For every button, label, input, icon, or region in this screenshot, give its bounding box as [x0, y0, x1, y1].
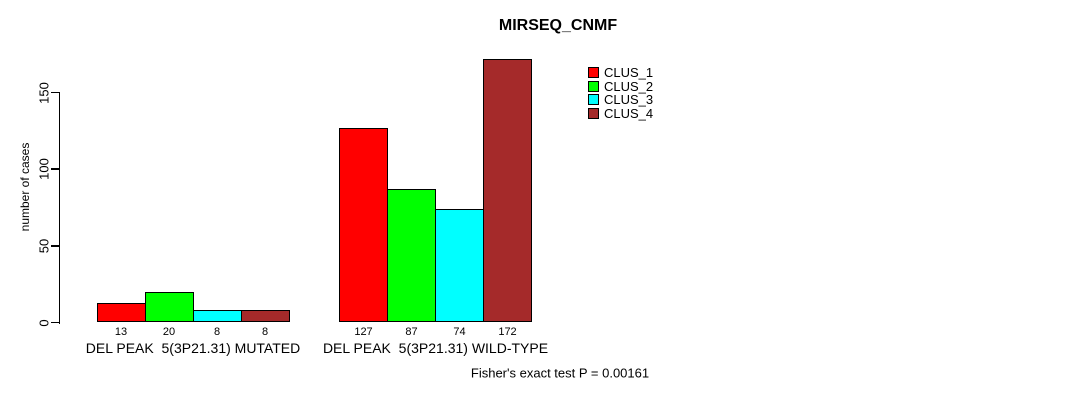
y-axis-line — [58, 92, 60, 324]
legend-item: CLUS_3 — [588, 93, 653, 107]
y-axis-tick-label: 150 — [36, 81, 52, 104]
bar-clus_4-group1 — [240, 310, 290, 323]
legend-item: CLUS_2 — [588, 80, 653, 94]
legend-label: CLUS_3 — [604, 92, 654, 108]
bar-value-label: 74 — [453, 325, 466, 338]
bar-clus_1-group1 — [96, 302, 146, 323]
category-label: DEL PEAK 5(3P21.31) WILD-TYPE — [322, 340, 549, 356]
bar-value-label: 127 — [354, 325, 373, 338]
bar-value-label: 8 — [213, 325, 221, 338]
legend-swatch — [588, 80, 599, 92]
bar-value-label: 87 — [405, 325, 418, 338]
y-axis-tick — [50, 321, 60, 324]
bar-clus_2-group1 — [144, 291, 194, 323]
legend-swatch — [588, 94, 599, 106]
legend-label: CLUS_1 — [604, 65, 654, 81]
bar-clus_2-group2 — [387, 189, 436, 323]
y-axis-tick — [50, 245, 60, 247]
bar-clus_4-group2 — [483, 58, 532, 323]
legend-swatch — [588, 108, 599, 120]
bar-clus_3-group1 — [192, 310, 242, 323]
y-axis-tick-label: 100 — [36, 158, 52, 181]
bar-value-label: 172 — [498, 325, 517, 338]
legend: CLUS_1 CLUS_2 CLUS_3 CLUS_4 — [588, 66, 653, 120]
legend-swatch — [588, 67, 599, 79]
y-axis-tick — [50, 168, 60, 170]
bar-value-label: 13 — [114, 325, 128, 338]
y-axis-tick-label: 0 — [36, 318, 52, 327]
bar-clus_1-group2 — [339, 127, 388, 323]
legend-item: CLUS_1 — [588, 66, 653, 80]
legend-label: CLUS_4 — [604, 106, 654, 122]
bar-value-label: 8 — [261, 325, 269, 338]
fisher-test-annotation: Fisher's exact test P = 0.00161 — [470, 365, 650, 381]
y-axis-tick-label: 50 — [36, 238, 52, 254]
legend-label: CLUS_2 — [604, 78, 654, 94]
category-label: DEL PEAK 5(3P21.31) MUTATED — [85, 340, 301, 356]
y-axis-tick — [50, 91, 60, 94]
bar-clus_3-group2 — [435, 209, 484, 323]
chart-title: MIRSEQ_CNMF — [498, 17, 618, 34]
bar-value-label: 20 — [162, 325, 176, 338]
legend-item: CLUS_4 — [588, 107, 653, 121]
